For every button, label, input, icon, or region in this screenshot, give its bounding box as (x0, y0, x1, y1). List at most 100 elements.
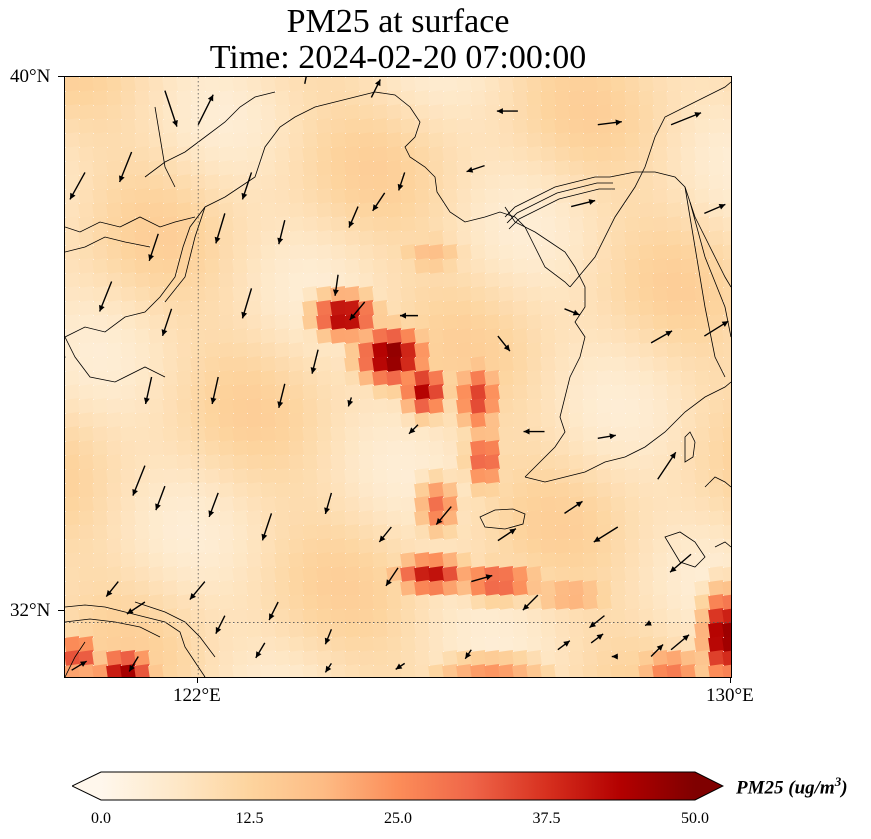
pm25-cell (512, 369, 530, 387)
lon-tick-130 (730, 677, 731, 683)
pm25-cell (582, 663, 600, 677)
pm25-cell (694, 439, 712, 457)
pm25-cell (288, 299, 306, 317)
pm25-cell (92, 649, 110, 667)
pm25-cell (260, 271, 278, 289)
pm25-cell (414, 621, 432, 639)
pm25-cell (204, 565, 222, 583)
pm25-cell (582, 173, 600, 191)
pm25-cell (232, 411, 250, 429)
pm25-cell (456, 481, 474, 499)
pm25-cell (372, 89, 390, 107)
pm25-cell (484, 117, 502, 135)
pm25-cell (582, 257, 600, 275)
pm25-cell (484, 621, 502, 639)
pm25-cell (204, 579, 222, 597)
pm25-cell (218, 523, 236, 541)
pm25-cell (442, 453, 460, 471)
pm25-cell (512, 663, 530, 677)
pm25-cell (498, 159, 516, 177)
pm25-cell (190, 439, 208, 457)
pm25-cell (624, 187, 642, 205)
pm25-cell (344, 173, 362, 191)
pm25-cell (218, 271, 236, 289)
pm25-cell (596, 523, 614, 541)
pm25-cell (708, 565, 726, 583)
pm25-cell (456, 383, 474, 401)
pm25-cell (330, 117, 348, 135)
pm25-cell (638, 285, 656, 303)
pm25-cell (470, 551, 488, 569)
pm25-cell (316, 257, 334, 275)
pm25-cell (442, 537, 460, 555)
pm25-cell (372, 117, 390, 135)
pm25-cell (596, 159, 614, 177)
pm25-cell (400, 187, 418, 205)
pm25-cell (722, 89, 731, 107)
pm25-cell (288, 285, 306, 303)
pm25-cell (456, 551, 474, 569)
pm25-cell (582, 369, 600, 387)
pm25-cell (260, 299, 278, 317)
pm25-cell (330, 523, 348, 541)
pm25-cell (176, 509, 194, 527)
pm25-cell (680, 355, 698, 373)
pm25-cell (344, 565, 362, 583)
pm25-cell (232, 663, 250, 677)
pm25-cell (554, 285, 572, 303)
pm25-cell (232, 215, 250, 233)
pm25-cell (78, 663, 96, 677)
pm25-cell (288, 495, 306, 513)
pm25-cell (260, 467, 278, 485)
pm25-cell (596, 425, 614, 443)
pm25-cell (498, 103, 516, 121)
pm25-cell (358, 579, 376, 597)
pm25-cell (624, 229, 642, 247)
pm25-cell (428, 159, 446, 177)
lat-label-40n: 40°N (10, 66, 51, 87)
pm25-cell (708, 131, 726, 149)
pm25-cell (246, 621, 264, 639)
pm25-cell (512, 537, 530, 555)
pm25-cell (246, 439, 264, 457)
pm25-cell (512, 565, 530, 583)
pm25-cell (666, 229, 684, 247)
pm25-cell (274, 159, 292, 177)
pm25-cell (274, 299, 292, 317)
pm25-cell (470, 593, 488, 611)
pm25-cell (204, 215, 222, 233)
pm25-cell (106, 229, 124, 247)
pm25-cell (162, 621, 180, 639)
pm25-cell (120, 551, 138, 569)
pm25-cell (400, 453, 418, 471)
pm25-cell (65, 285, 82, 303)
pm25-cell (288, 243, 306, 261)
pm25-cell (386, 411, 404, 429)
pm25-cell (498, 439, 516, 457)
pm25-cell (134, 565, 152, 583)
pm25-cell (358, 565, 376, 583)
pm25-cell (414, 635, 432, 653)
pm25-cell (274, 551, 292, 569)
pm25-cell (162, 103, 180, 121)
pm25-cell (176, 355, 194, 373)
pm25-cell (148, 257, 166, 275)
pm25-cell (708, 383, 726, 401)
wind-arrow (669, 553, 692, 573)
pm25-cell (232, 285, 250, 303)
map-plot-area[interactable] (65, 77, 731, 677)
pm25-cell (204, 257, 222, 275)
pm25-cell (540, 635, 558, 653)
pm25-cell (134, 159, 152, 177)
pm25-cell (78, 229, 96, 247)
pm25-cell (694, 565, 712, 583)
pm25-cell (302, 621, 320, 639)
pm25-cell (260, 509, 278, 527)
pm25-cell (694, 229, 712, 247)
pm25-cell (694, 201, 712, 219)
wind-arrow (395, 662, 406, 670)
pm25-cell (596, 187, 614, 205)
pm25-cell (484, 453, 502, 471)
pm25-cell (288, 579, 306, 597)
pm25-cell (92, 579, 110, 597)
